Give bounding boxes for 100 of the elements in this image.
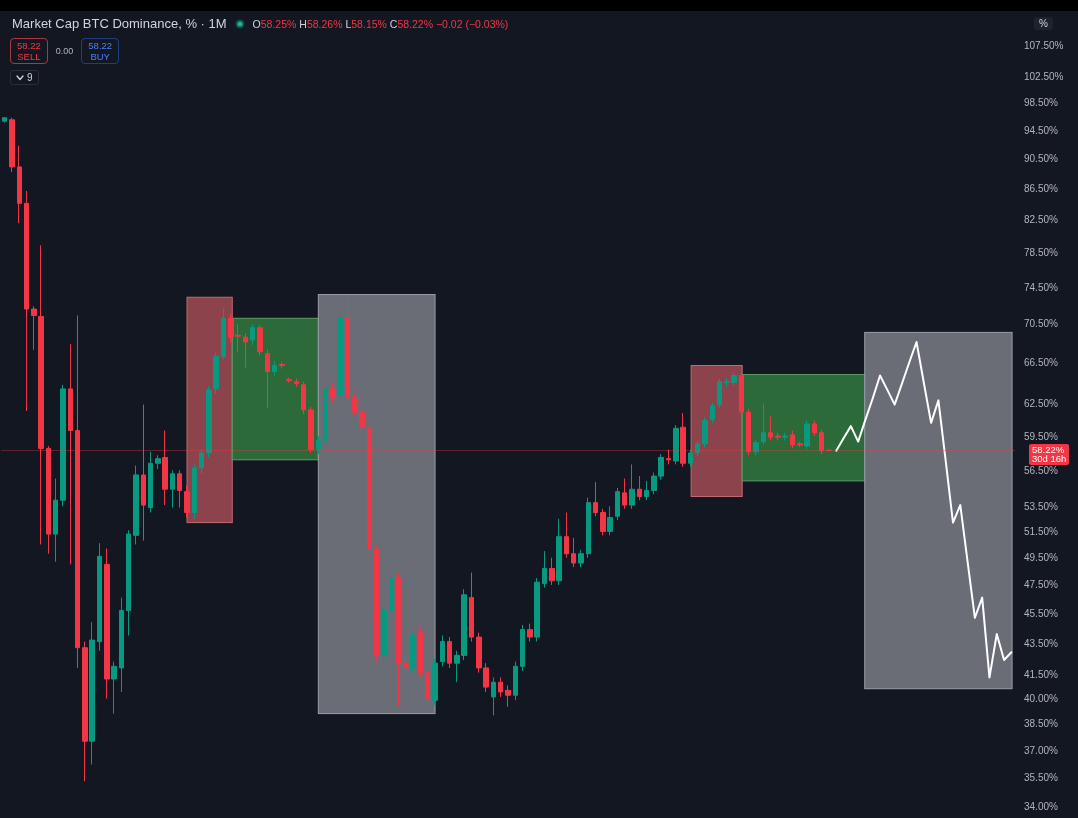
scale-button: % (1034, 17, 1053, 30)
candlestick (286, 377, 292, 384)
y-tick-label: 53.50% (1024, 500, 1059, 512)
y-tick-label: 47.50% (1024, 579, 1059, 591)
y-tick-label: 35.50% (1024, 771, 1059, 783)
candlestick (564, 512, 569, 559)
candlestick (97, 542, 102, 652)
candlestick (615, 487, 620, 521)
candlestick (498, 676, 503, 698)
candlestick (644, 480, 649, 501)
annotation: 9 (27, 72, 33, 83)
candlestick (447, 636, 452, 669)
candlestick (797, 441, 803, 448)
y-tick-label: 74.50% (1024, 281, 1059, 293)
y-tick-label: 45.50% (1024, 607, 1059, 619)
candlestick (170, 469, 175, 509)
y-tick-label: 94.50% (1024, 124, 1059, 136)
candlestick (111, 661, 117, 715)
candlestick (790, 430, 795, 449)
candlestick (753, 438, 759, 456)
candlestick (534, 577, 540, 643)
candlestick (440, 635, 445, 667)
y-tick-label: 78.50% (1024, 247, 1059, 259)
candlestick (301, 381, 306, 415)
candlestick (89, 621, 95, 766)
annotation: BUY (89, 51, 111, 62)
candlestick (804, 420, 810, 451)
candlestick (323, 385, 328, 445)
candlestick (17, 145, 22, 224)
candlestick (629, 463, 635, 510)
candlestick (126, 529, 131, 637)
candlestick (243, 332, 248, 368)
candlestick (425, 667, 430, 705)
candlestick (607, 505, 613, 536)
candlestick (593, 481, 598, 517)
price-tag: 58.22% 30d 16h (1029, 443, 1070, 465)
candlestick (622, 477, 627, 510)
candlestick (513, 661, 518, 701)
candlestick (812, 420, 817, 437)
y-tick-label: 62.50% (1024, 398, 1059, 410)
y-tick-label: 102.50% (1024, 70, 1064, 82)
candlestick (666, 449, 671, 465)
candlestick (31, 305, 37, 351)
y-tick-label: 43.50% (1024, 637, 1059, 649)
y-tick-label: 98.50% (1024, 97, 1059, 109)
y-tick-label: 59.50% (1024, 430, 1059, 442)
annotation: 58.22 (88, 40, 113, 51)
candlestick (673, 424, 679, 465)
candlestick (578, 549, 584, 568)
candlestick (637, 475, 642, 501)
candlestick (695, 440, 700, 457)
candlestick (82, 641, 88, 782)
candlestick (688, 449, 693, 468)
candlestick (9, 117, 15, 173)
candlestick (768, 415, 773, 441)
candlestick (133, 465, 139, 545)
candlestick (396, 572, 401, 706)
candlestick (381, 605, 387, 670)
text: L58.15% (345, 17, 387, 30)
candlestick (177, 469, 182, 509)
candlestick (520, 624, 525, 672)
candlestick (119, 597, 124, 693)
candlestick (826, 449, 832, 452)
candlestick (367, 423, 372, 555)
collapse-button: 9 (10, 70, 39, 85)
candlestick (257, 324, 263, 357)
y-tick-label: 56.50% (1024, 464, 1059, 476)
y-tick-label: 51.50% (1024, 526, 1059, 537)
y-tick-label: 82.50% (1024, 214, 1059, 226)
annotation: 58.22 (17, 40, 41, 51)
candlestick (410, 630, 416, 674)
chart-title: Market Cap BTC Dominance, % · 1M (12, 16, 227, 31)
candlestick (819, 428, 824, 455)
candlestick (337, 313, 343, 400)
candlestick (345, 297, 350, 403)
candlestick (761, 403, 766, 446)
candlestick (746, 408, 751, 456)
candlestick (75, 315, 80, 669)
candlestick (782, 432, 788, 441)
candlestick (527, 623, 533, 643)
y-tick-label: 66.50% (1024, 357, 1059, 369)
candlestick (68, 343, 73, 565)
y-tick-label: 107.50% (1024, 39, 1064, 51)
candlestick (294, 378, 299, 388)
y-tick-label: 70.50% (1024, 318, 1059, 330)
candlestick (403, 657, 409, 672)
candlestick (542, 550, 547, 589)
sell-button: 58.22 SELL (10, 38, 48, 64)
y-tick-label: 86.50% (1024, 183, 1059, 195)
line-series (835, 340, 1013, 679)
candlestick (221, 307, 226, 361)
candlestick (104, 547, 110, 700)
candlestick (389, 570, 394, 617)
candlestick (330, 382, 336, 403)
candlestick (184, 485, 190, 519)
candlestick (53, 477, 58, 563)
candlestick (38, 244, 44, 545)
candlestick (199, 449, 204, 475)
candlestick (24, 190, 29, 412)
candlestick (600, 508, 606, 536)
